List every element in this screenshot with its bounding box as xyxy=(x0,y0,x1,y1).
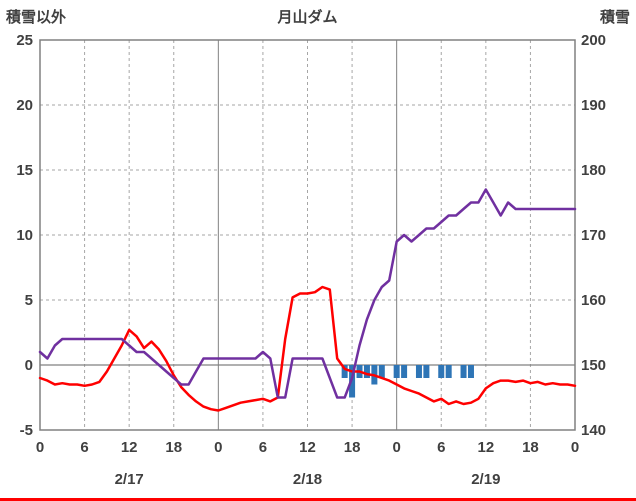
plot-border xyxy=(39,39,576,431)
left-axis-tick-label: 5 xyxy=(25,292,33,309)
right-axis-tick-label: 140 xyxy=(581,422,606,439)
right-axis-tick-label: 190 xyxy=(581,97,606,114)
right-axis-tick-label: 180 xyxy=(581,162,606,179)
right-axis-tick-label: 150 xyxy=(581,357,606,374)
x-axis-tick-label: 18 xyxy=(165,439,182,456)
left-axis-tick-label: 0 xyxy=(25,357,33,374)
x-axis-tick-label: 6 xyxy=(80,439,88,456)
left-axis-tick-label: 10 xyxy=(16,227,33,244)
right-axis-tick-label: 160 xyxy=(581,292,606,309)
blue-bars xyxy=(467,365,474,378)
right-axis-title: 積雪 xyxy=(599,9,630,26)
x-axis-tick-label: 0 xyxy=(214,439,222,456)
x-axis-tick-label: 0 xyxy=(392,439,400,456)
left-axis-tick-label: 15 xyxy=(16,162,33,179)
bottom-red-line xyxy=(0,498,636,501)
blue-bars xyxy=(438,365,445,378)
blue-bars xyxy=(415,365,422,378)
blue-bars xyxy=(393,365,400,378)
x-axis-tick-label: 6 xyxy=(437,439,445,456)
x-axis-tick-label: 18 xyxy=(344,439,361,456)
left-axis-title: 積雪以外 xyxy=(6,9,67,26)
left-axis-tick-label: 20 xyxy=(16,97,33,114)
left-axis-tick-label: 25 xyxy=(16,32,33,49)
right-axis-tick-label: 170 xyxy=(581,227,606,244)
blue-bars xyxy=(378,365,385,378)
x-axis-tick-label: 12 xyxy=(299,439,316,456)
left-axis-tick-label: -5 xyxy=(20,422,33,439)
x-axis-tick-label: 0 xyxy=(36,439,44,456)
blue-bars xyxy=(423,365,430,378)
blue-bars xyxy=(401,365,408,378)
blue-bars xyxy=(363,365,370,378)
x-axis-tick-label: 18 xyxy=(522,439,539,456)
date-label: 2/19 xyxy=(471,471,500,488)
purple-line xyxy=(38,188,577,399)
blue-bars xyxy=(445,365,452,378)
right-axis-tick-label: 200 xyxy=(581,32,606,49)
x-axis-tick-label: 6 xyxy=(259,439,267,456)
x-axis-tick-label: 0 xyxy=(571,439,579,456)
chart-title: 月山ダム xyxy=(277,9,338,26)
blue-bars xyxy=(460,365,467,378)
red-line xyxy=(38,285,577,412)
x-axis-tick-label: 12 xyxy=(477,439,494,456)
date-label: 2/17 xyxy=(115,471,144,488)
blue-bars xyxy=(341,365,348,378)
x-axis-tick-label: 12 xyxy=(121,439,138,456)
date-label: 2/18 xyxy=(293,471,322,488)
